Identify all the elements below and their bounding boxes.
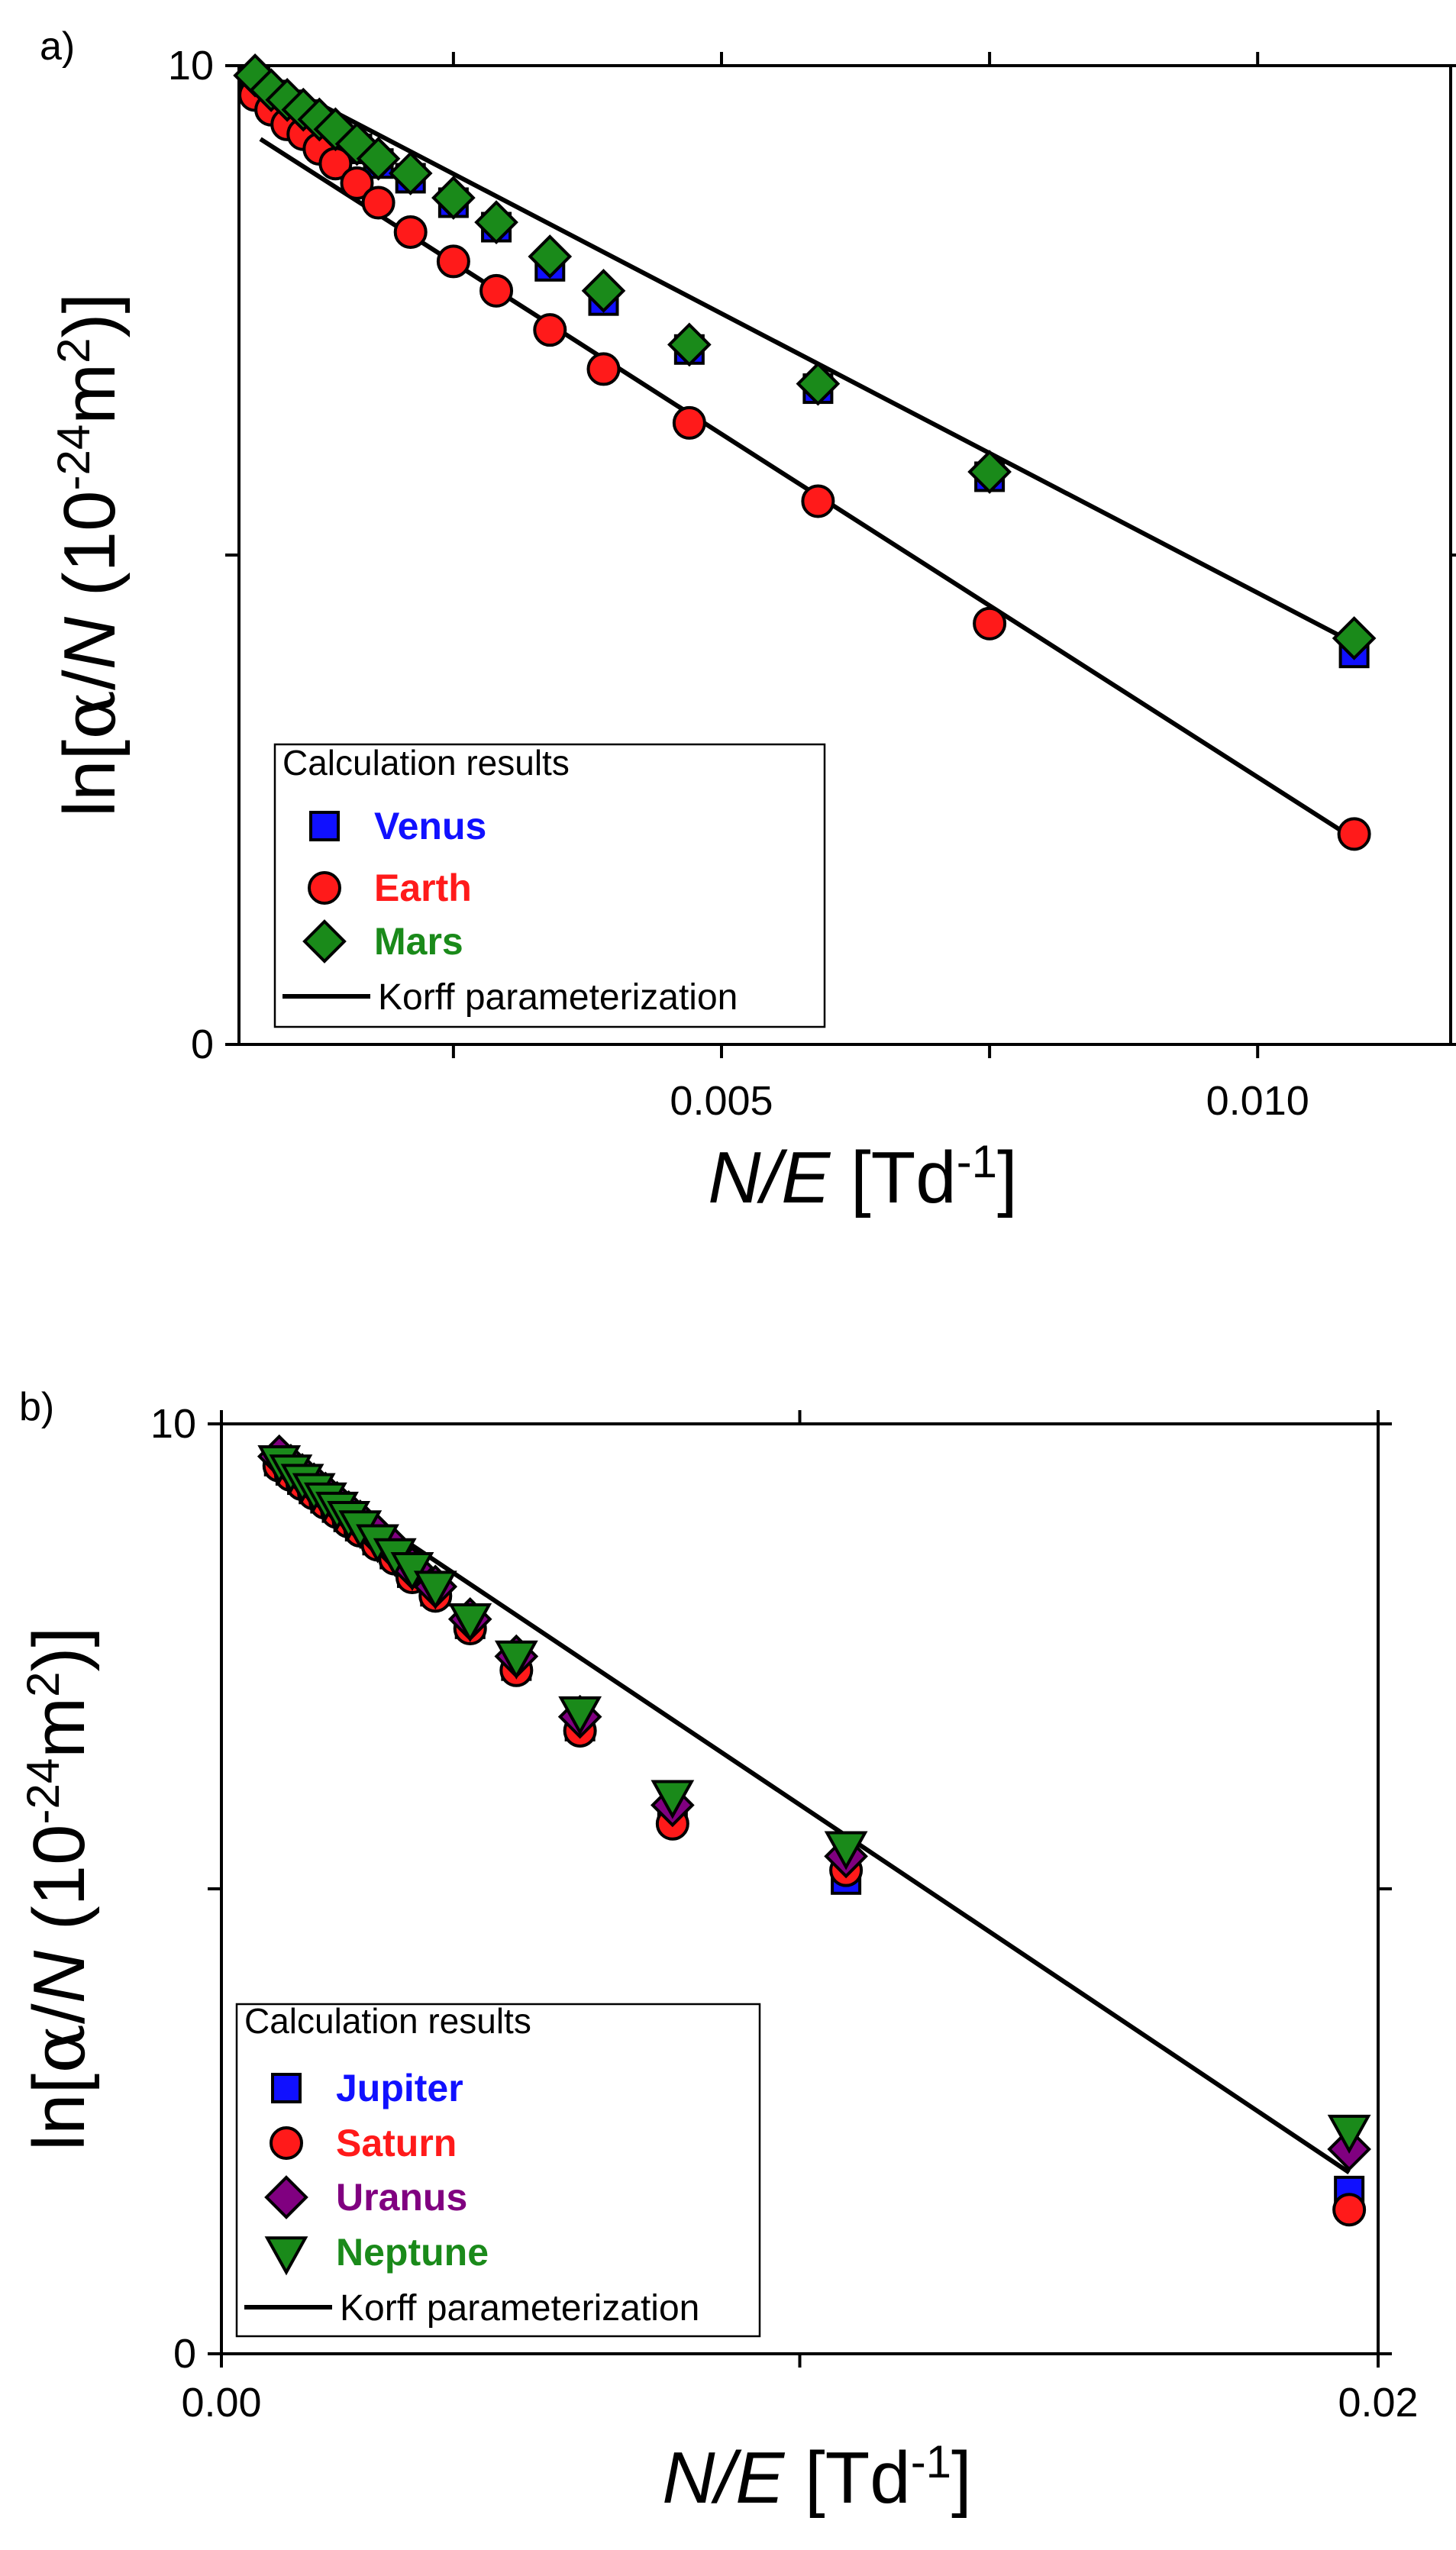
legend: Calculation results Jupiter Saturn Uranus Ne… (235, 2001, 761, 2338)
legend-label-jupiter: Jupiter (336, 2067, 463, 2109)
y-tick-label: 10 (150, 1401, 196, 1447)
data-point-earth (393, 215, 428, 249)
data-point-earth (361, 186, 395, 220)
data-point-earth (801, 484, 835, 518)
x-tick-label: 0.02 (1338, 2380, 1418, 2426)
legend-marker-uranus (264, 2175, 308, 2219)
y-axis-title: ln[α/N (10-24m2)] (16, 1627, 102, 2151)
x-tick-label: 0.005 (670, 1078, 773, 1124)
legend-label-venus: Venus (374, 805, 486, 847)
legend-label-earth: Earth (374, 867, 472, 909)
y-tick-label: 10 (168, 43, 214, 89)
x-axis-title: N/E [Td-1] (662, 2436, 971, 2519)
korff-line-0 (278, 1454, 1351, 2174)
data-point-mars (667, 322, 712, 367)
legend-marker-jupiter (271, 2073, 302, 2103)
series-earth (238, 78, 1371, 851)
series-mars (233, 53, 1377, 660)
series-neptune (257, 1444, 1371, 2155)
y-tick-label: 0 (191, 1022, 214, 1067)
data-point-neptune (413, 1570, 457, 1610)
data-point-earth (1337, 817, 1371, 851)
data-point-mars (388, 151, 433, 195)
legend-label-uranus: Uranus (336, 2176, 467, 2219)
legend-title: Calculation results (244, 2001, 531, 2041)
data-point-earth (973, 606, 1007, 641)
data-point-mars (431, 176, 476, 220)
legend-title: Calculation results (282, 743, 570, 783)
chart-panel-a: a) 0.005 0.010 0 10 N/E [Td-1] ln[α/N (10-24m2… (40, 24, 1456, 1219)
legend-box (235, 2003, 761, 2338)
panel-label: a) (40, 24, 75, 69)
data-point-mars (474, 200, 518, 244)
korff-line-0 (253, 68, 1355, 646)
data-point-neptune (1327, 2114, 1371, 2155)
data-point-earth (586, 352, 621, 386)
legend-label-saturn: Saturn (336, 2122, 457, 2164)
chart-panel-b: b) 0.00 0.02 0 10 N/E [Td-1] ln[α/N (10-24m2)]… (16, 1385, 1419, 2519)
y-axis-title: ln[α/N (10-24m2)] (47, 293, 132, 817)
data-point-mars (1332, 616, 1377, 660)
legend-marker-saturn (270, 2126, 303, 2160)
data-point-earth (479, 273, 514, 308)
data-point-earth (672, 405, 706, 440)
data-point-earth (436, 244, 470, 279)
legend-marker-neptune (264, 2236, 308, 2276)
legend-line-label: Korff parameterization (340, 2288, 699, 2329)
data-point-neptune (651, 1780, 695, 1819)
data-point-mars (528, 234, 573, 279)
legend-label-mars: Mars (374, 920, 463, 963)
legend-label-neptune: Neptune (336, 2231, 489, 2274)
data-point-saturn (1332, 2193, 1367, 2227)
legend-box (273, 743, 826, 1028)
data-point-earth (340, 166, 374, 200)
data-point-mars (356, 136, 401, 181)
x-tick-label: 0.00 (181, 2380, 261, 2426)
data-point-neptune (448, 1603, 492, 1643)
y-tick-label: 0 (173, 2331, 196, 2377)
data-point-mars (796, 361, 841, 406)
legend-marker-earth (308, 871, 341, 905)
legend-marker-venus (309, 811, 340, 841)
data-point-mars (581, 269, 626, 313)
data-point-earth (533, 313, 567, 347)
data-point-neptune (824, 1831, 868, 1871)
x-axis-title: N/E [Td-1] (708, 1136, 1017, 1219)
legend-marker-mars (302, 919, 347, 964)
data-point-neptune (558, 1696, 602, 1735)
data-point-mars (967, 450, 1012, 494)
legend-line-label: Korff parameterization (378, 977, 738, 1018)
data-point-neptune (494, 1640, 538, 1680)
panel-label: b) (19, 1385, 54, 1429)
legend: Calculation results Venus Earth Mars Korff p… (273, 743, 826, 1028)
x-tick-label: 0.010 (1206, 1078, 1309, 1124)
